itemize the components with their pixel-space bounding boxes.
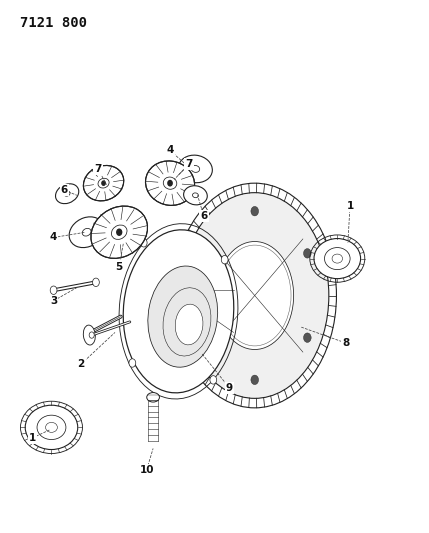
Text: 9: 9 [226, 383, 233, 393]
Circle shape [251, 375, 259, 385]
Text: 7: 7 [185, 159, 193, 168]
Ellipse shape [64, 191, 70, 196]
Circle shape [198, 248, 206, 258]
Ellipse shape [83, 325, 95, 345]
Ellipse shape [184, 185, 207, 205]
Ellipse shape [324, 247, 350, 270]
Ellipse shape [55, 184, 79, 204]
Circle shape [198, 333, 206, 342]
Circle shape [129, 359, 136, 367]
Text: 10: 10 [139, 465, 154, 474]
Circle shape [168, 181, 172, 186]
Ellipse shape [112, 225, 127, 239]
Circle shape [304, 333, 311, 342]
Circle shape [251, 206, 259, 216]
Ellipse shape [216, 241, 293, 350]
Ellipse shape [178, 155, 212, 183]
Ellipse shape [193, 193, 198, 198]
Ellipse shape [98, 179, 109, 188]
Ellipse shape [175, 304, 203, 345]
Text: 4: 4 [166, 146, 174, 156]
Text: 7: 7 [94, 164, 102, 174]
Ellipse shape [145, 161, 195, 205]
Circle shape [221, 255, 228, 264]
Circle shape [102, 181, 105, 185]
Text: 6: 6 [60, 185, 68, 195]
Text: 2: 2 [78, 359, 85, 369]
Circle shape [304, 248, 311, 258]
Text: 5: 5 [115, 262, 123, 271]
Ellipse shape [37, 415, 66, 440]
Circle shape [140, 239, 147, 247]
Circle shape [93, 278, 100, 287]
Ellipse shape [147, 393, 160, 402]
Circle shape [89, 332, 94, 338]
Ellipse shape [91, 206, 148, 259]
Text: 6: 6 [200, 212, 208, 221]
Ellipse shape [148, 266, 218, 367]
Ellipse shape [332, 254, 342, 263]
Text: 8: 8 [342, 338, 349, 348]
Ellipse shape [25, 405, 78, 449]
Text: 1: 1 [346, 201, 353, 211]
Circle shape [50, 286, 57, 294]
Circle shape [210, 376, 217, 384]
Ellipse shape [45, 422, 57, 432]
Ellipse shape [123, 230, 234, 393]
Ellipse shape [191, 165, 199, 172]
Ellipse shape [314, 239, 361, 279]
Text: 1: 1 [29, 433, 36, 443]
Ellipse shape [83, 165, 124, 201]
Circle shape [117, 229, 122, 235]
Text: 4: 4 [50, 232, 57, 243]
Text: 7121 800: 7121 800 [20, 16, 87, 30]
Ellipse shape [69, 217, 104, 248]
Text: 3: 3 [50, 296, 57, 306]
Ellipse shape [181, 192, 329, 398]
Ellipse shape [82, 228, 91, 236]
Ellipse shape [163, 177, 177, 189]
